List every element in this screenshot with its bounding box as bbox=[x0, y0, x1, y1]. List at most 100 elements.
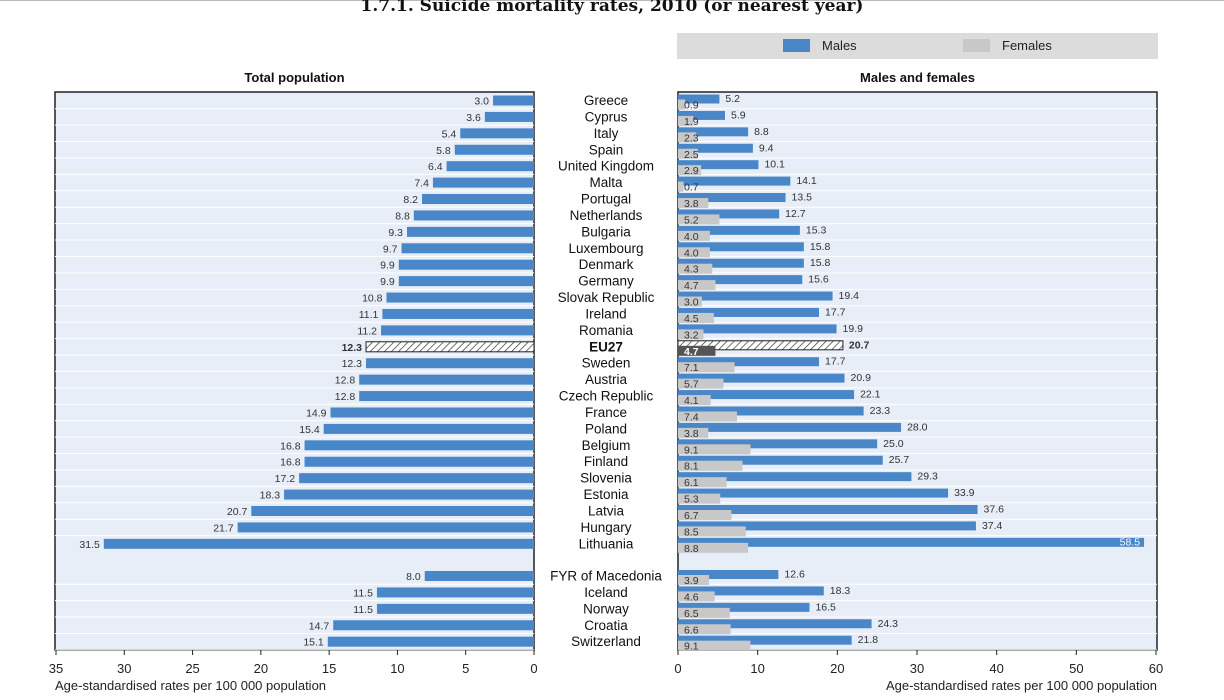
male-value-label-ireland: 17.7 bbox=[825, 306, 846, 318]
female-value-label-iceland: 4.6 bbox=[684, 591, 699, 603]
female-bar-norway bbox=[678, 607, 730, 618]
female-value-label-bulgaria: 4.0 bbox=[684, 231, 699, 243]
male-value-label-france: 23.3 bbox=[870, 405, 891, 417]
female-value-label-sweden: 7.1 bbox=[684, 362, 699, 374]
left-value-label-hungary: 21.7 bbox=[213, 522, 234, 534]
category-label-greece: Greece bbox=[584, 93, 628, 108]
category-label-slovak-republic: Slovak Republic bbox=[558, 290, 655, 305]
female-bar-germany bbox=[678, 280, 716, 291]
male-value-label-portugal: 13.5 bbox=[792, 192, 813, 204]
female-value-label-netherlands: 5.2 bbox=[684, 214, 699, 226]
left-bar-cyprus bbox=[484, 111, 534, 122]
male-value-label-estonia: 33.9 bbox=[954, 487, 975, 499]
male-bar-luxembourg bbox=[678, 242, 804, 252]
male-bar-switzerland bbox=[678, 635, 852, 645]
left-bar-croatia bbox=[333, 620, 534, 631]
legend-box bbox=[677, 33, 1158, 59]
male-value-label-germany: 15.6 bbox=[808, 274, 829, 286]
male-bar-portugal bbox=[678, 193, 786, 203]
female-bar-eu27 bbox=[678, 345, 716, 356]
left-bar-estonia bbox=[284, 489, 534, 500]
category-label-switzerland: Switzerland bbox=[571, 634, 641, 649]
left-value-label-lithuania: 31.5 bbox=[79, 539, 100, 551]
category-label-netherlands: Netherlands bbox=[570, 208, 643, 223]
male-bar-germany bbox=[678, 275, 803, 285]
left-value-label-croatia: 14.7 bbox=[309, 620, 330, 632]
female-value-label-latvia: 6.7 bbox=[684, 510, 699, 522]
female-bar-luxembourg bbox=[678, 247, 710, 258]
title-rule bbox=[0, 0, 1224, 1]
male-bar-slovenia bbox=[678, 472, 912, 482]
male-value-label-sweden: 17.7 bbox=[825, 356, 846, 368]
left-value-label-france: 14.9 bbox=[306, 407, 327, 419]
left-tick-label: 30 bbox=[117, 661, 131, 676]
left-value-label-slovenia: 17.2 bbox=[275, 473, 296, 485]
male-bar-romania bbox=[678, 324, 837, 334]
female-value-label-eu27: 4.7 bbox=[684, 346, 699, 358]
category-label-fyr-of-macedonia: FYR of Macedonia bbox=[550, 569, 662, 584]
category-label-norway: Norway bbox=[583, 601, 629, 616]
male-value-label-belgium: 25.0 bbox=[883, 438, 904, 450]
left-bar-czech-republic bbox=[359, 391, 534, 402]
right-tick-label: 10 bbox=[750, 661, 764, 676]
category-label-bulgaria: Bulgaria bbox=[581, 224, 631, 239]
male-value-label-slovak-republic: 19.4 bbox=[839, 290, 860, 302]
female-bar-slovak-republic bbox=[678, 296, 702, 307]
left-value-label-belgium: 16.8 bbox=[280, 440, 301, 452]
legend-label-females: Females bbox=[1002, 38, 1052, 53]
left-tick-label: 20 bbox=[254, 661, 268, 676]
left-value-label-fyr-of-macedonia: 8.0 bbox=[406, 571, 421, 583]
left-value-label-czech-republic: 12.8 bbox=[335, 391, 356, 403]
left-value-label-switzerland: 15.1 bbox=[303, 637, 324, 649]
female-bar-malta bbox=[678, 181, 684, 192]
female-value-label-germany: 4.7 bbox=[684, 280, 699, 292]
left-tick-label: 0 bbox=[530, 661, 537, 676]
male-bar-lithuania bbox=[678, 537, 1145, 547]
left-bar-malta bbox=[432, 177, 534, 188]
female-value-label-norway: 6.5 bbox=[684, 608, 699, 620]
male-value-label-malta: 14.1 bbox=[796, 175, 817, 187]
left-bar-belgium bbox=[304, 440, 534, 451]
left-value-label-ireland: 11.1 bbox=[359, 309, 379, 321]
left-value-label-slovak-republic: 10.8 bbox=[362, 293, 383, 305]
male-bar-finland bbox=[678, 455, 883, 465]
category-label-romania: Romania bbox=[579, 323, 634, 338]
female-bar-united-kingdom bbox=[678, 165, 702, 176]
male-value-label-united-kingdom: 10.1 bbox=[764, 159, 785, 171]
female-bar-finland bbox=[678, 460, 743, 471]
left-value-label-finland: 16.8 bbox=[280, 457, 301, 469]
male-value-label-luxembourg: 15.8 bbox=[810, 241, 831, 253]
female-value-label-france: 7.4 bbox=[684, 411, 699, 423]
category-label-spain: Spain bbox=[589, 142, 624, 157]
left-bar-romania bbox=[381, 325, 534, 336]
female-bar-czech-republic bbox=[678, 395, 711, 406]
left-bar-switzerland bbox=[327, 636, 534, 647]
category-label-cyprus: Cyprus bbox=[585, 109, 628, 124]
left-value-label-germany: 9.9 bbox=[380, 276, 395, 288]
female-bar-ireland bbox=[678, 312, 714, 323]
male-value-label-fyr-of-macedonia: 12.6 bbox=[784, 569, 805, 581]
female-value-label-united-kingdom: 2.9 bbox=[684, 165, 699, 177]
legend-label-males: Males bbox=[822, 38, 857, 53]
left-bar-norway bbox=[376, 603, 534, 614]
female-bar-lithuania bbox=[678, 542, 749, 553]
female-bar-netherlands bbox=[678, 214, 720, 225]
category-label-united-kingdom: United Kingdom bbox=[558, 159, 654, 174]
right-tick-label: 40 bbox=[989, 661, 1003, 676]
left-bar-eu27 bbox=[365, 341, 535, 353]
male-value-label-italy: 8.8 bbox=[754, 126, 769, 138]
left-value-label-norway: 11.5 bbox=[353, 604, 373, 616]
female-bar-romania bbox=[678, 329, 704, 340]
left-value-label-poland: 15.4 bbox=[299, 424, 320, 436]
male-bar-denmark bbox=[678, 258, 804, 268]
left-value-label-luxembourg: 9.7 bbox=[383, 243, 398, 255]
male-value-label-spain: 9.4 bbox=[759, 142, 774, 154]
left-value-label-spain: 5.8 bbox=[436, 145, 451, 157]
left-x-axis-label: Age-standardised rates per 100 000 popul… bbox=[55, 678, 326, 693]
male-bar-belgium bbox=[678, 439, 878, 449]
male-bar-fyr-of-macedonia bbox=[678, 570, 779, 579]
male-bar-croatia bbox=[678, 619, 872, 629]
category-label-czech-republic: Czech Republic bbox=[559, 389, 654, 404]
female-value-label-fyr-of-macedonia: 3.9 bbox=[684, 575, 699, 587]
male-value-label-denmark: 15.8 bbox=[810, 257, 831, 269]
